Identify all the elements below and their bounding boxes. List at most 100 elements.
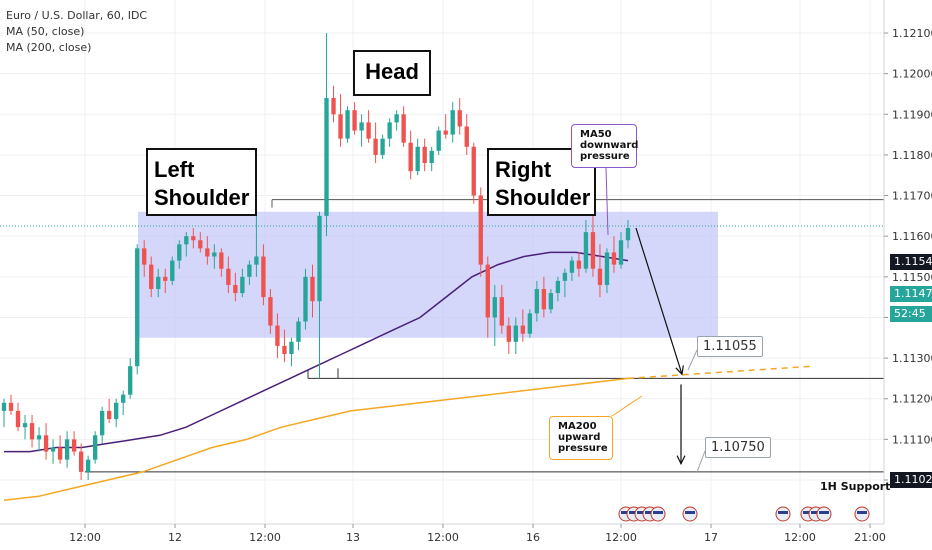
candle-body [135,248,140,367]
candle-body [359,122,364,131]
ma200-callout-pointer [611,395,643,417]
candle-body [401,114,406,143]
event-flag-stripe [778,511,788,514]
time-tick-label: 12:00 [427,531,459,544]
candle-body [85,459,91,472]
event-flag-stripe [685,511,695,514]
candle-body [422,146,427,164]
candle-body [590,232,596,269]
ma50-callout-line: MA50 [580,129,612,140]
time-tick-label: 12:00 [249,531,281,544]
candle-body [121,394,126,403]
price-tick-label: 1.11900 [892,108,932,121]
time-axis[interactable]: 12:00 12 12:00 13 12:00 16 12:00 17 12:00 21:00 [0,523,886,544]
event-flag-stripe [819,511,829,514]
candle-body [352,110,357,131]
left-shoulder-line1: Left [154,157,195,182]
left-shoulder-line2: Shoulder [154,185,250,210]
candle-body [555,280,561,294]
candle-body [478,195,483,265]
candle-body [611,252,617,265]
candle-body [527,313,533,334]
event-flag-stripe [857,511,867,514]
candle-body [99,410,105,436]
candle-body [436,130,441,151]
price-tick-label: 1.11700 [892,190,932,203]
target-label-1-pointer [687,349,698,371]
symbol-title[interactable]: Euro / U.S. Dollar, 60, IDC [6,9,148,22]
candle-body [205,248,210,257]
candle-body [597,268,603,285]
candle-body [149,264,154,290]
candle-body [15,410,21,428]
candle-body [240,276,245,294]
right-shoulder-line1: Right [495,157,552,182]
current-price-tag: 1.1154 [890,254,932,270]
candle-body [212,252,217,257]
price-tick-label: 1.12000 [892,68,932,81]
candle-body [57,447,63,460]
candle-body [471,146,476,196]
event-flag-stripe [637,511,647,514]
candle-body [296,321,301,342]
target-price-label-2[interactable]: 1.10750 [705,437,771,458]
candle-body [541,289,547,310]
ma200-callout-line: upward [558,432,601,443]
ma50-price-tag: 1.1147 [890,286,932,302]
candle-body [485,264,490,318]
ma50-callout-line: downward [580,140,639,151]
candle-body [261,256,266,298]
candle-body [450,110,455,135]
candle-body [492,297,497,318]
candle-body [562,272,568,281]
head-label[interactable]: Head [353,50,431,96]
ma200-price-tag: 1.1102 [890,472,932,488]
event-markers[interactable] [618,506,870,522]
ma200-callout[interactable]: MA200 upward pressure [549,416,613,460]
candle-body [408,142,413,172]
event-flag-stripe [653,511,663,514]
candle-body [310,276,315,302]
candle-body [618,240,624,265]
candle-body [142,248,147,265]
support-label: 1H Support [820,480,891,493]
candle-body [8,402,14,411]
candle-body [625,228,631,241]
time-tick-label: 12:00 [784,531,816,544]
candle-body [254,256,259,265]
ma200-callout-line: pressure [558,443,608,454]
candle-body [576,260,582,269]
candle-body [429,150,434,164]
ma50-legend[interactable]: MA (50, close) [6,25,85,38]
ma50-callout[interactable]: MA50 downward pressure [571,124,639,168]
event-flag-stripe [621,511,631,514]
price-tick-label: 1.11800 [892,149,932,162]
ma50-callout-line: pressure [580,151,630,162]
candle-body [366,122,371,139]
candle-body [36,435,42,440]
price-tick-label: 1.12100 [892,27,932,40]
candle-body [275,325,280,346]
ma200-callout-line: MA200 [558,421,597,432]
candle-body [548,293,554,310]
time-tick-label: 16 [526,531,540,544]
candle-body [71,439,77,452]
candle-body [604,252,610,285]
price-tick-label: 1.11500 [892,271,932,284]
target-label-2-pointer [696,450,706,473]
ma200-legend[interactable]: MA (200, close) [6,41,92,54]
event-flag-stripe [811,511,821,514]
target-price-label-1[interactable]: 1.11055 [697,336,763,357]
candle-body [156,276,161,290]
left-shoulder-label[interactable]: Left Shoulder [146,148,257,216]
candle-body [43,435,49,452]
ma200-projection [627,365,813,380]
price-axis[interactable]: 1.110001.111001.112001.113001.114001.115… [883,0,932,550]
candle-body [198,240,203,249]
candle-body [520,325,526,334]
candle-body [78,451,84,472]
price-axis-bg [884,0,932,550]
candle-body [345,110,350,139]
candle-body [191,236,196,241]
